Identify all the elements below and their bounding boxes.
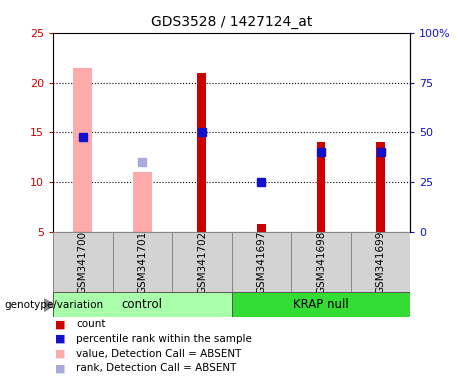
Bar: [73, 68, 92, 232]
Bar: [317, 142, 325, 232]
Text: GSM341698: GSM341698: [316, 230, 326, 294]
Bar: [376, 142, 385, 232]
Title: GDS3528 / 1427124_at: GDS3528 / 1427124_at: [151, 15, 313, 29]
Bar: [291, 232, 351, 292]
Text: value, Detection Call = ABSENT: value, Detection Call = ABSENT: [76, 349, 242, 359]
Text: rank, Detection Call = ABSENT: rank, Detection Call = ABSENT: [76, 363, 236, 373]
Bar: [257, 224, 266, 232]
Text: count: count: [76, 319, 106, 329]
Bar: [172, 232, 232, 292]
Text: GSM341700: GSM341700: [78, 230, 88, 294]
Text: GSM341699: GSM341699: [376, 230, 385, 294]
Bar: [53, 232, 112, 292]
Text: percentile rank within the sample: percentile rank within the sample: [76, 334, 252, 344]
Bar: [232, 232, 291, 292]
Bar: [53, 292, 232, 317]
Bar: [133, 172, 152, 232]
Text: ■: ■: [55, 334, 66, 344]
Text: ■: ■: [55, 319, 66, 329]
Text: GSM341701: GSM341701: [137, 230, 148, 294]
Text: GSM341702: GSM341702: [197, 230, 207, 294]
Bar: [197, 73, 207, 232]
Bar: [351, 232, 410, 292]
Text: control: control: [122, 298, 163, 311]
Bar: [232, 292, 410, 317]
Text: genotype/variation: genotype/variation: [5, 300, 104, 310]
Polygon shape: [44, 299, 55, 311]
Text: ■: ■: [55, 363, 66, 373]
Text: ■: ■: [55, 349, 66, 359]
Text: KRAP null: KRAP null: [293, 298, 349, 311]
Text: GSM341697: GSM341697: [256, 230, 266, 294]
Bar: [112, 232, 172, 292]
